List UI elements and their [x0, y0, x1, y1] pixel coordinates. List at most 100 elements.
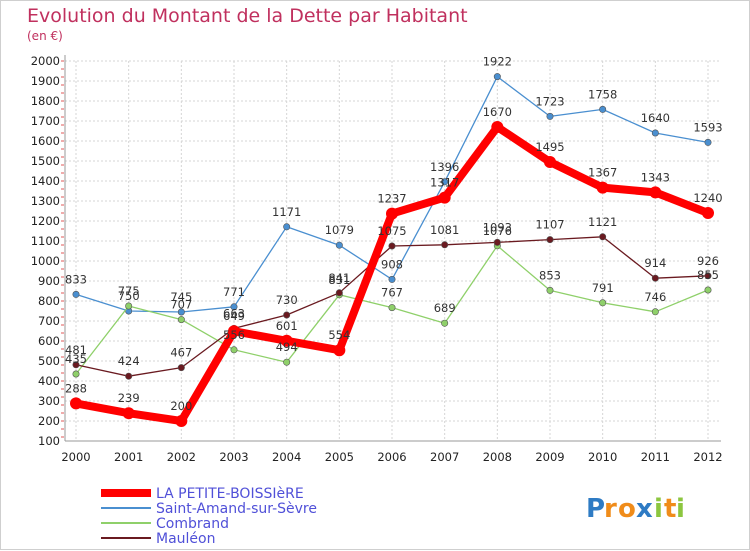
data-point — [388, 304, 396, 312]
data-point — [441, 178, 449, 186]
data-label: 855 — [697, 268, 719, 282]
data-label: 1075 — [377, 224, 406, 238]
logo-letter: i — [676, 494, 685, 524]
data-label: 200 — [170, 399, 192, 413]
data-label: 730 — [276, 293, 298, 307]
x-tick-label: 2005 — [325, 450, 354, 464]
y-tick-label: 800 — [38, 294, 60, 308]
data-label: 853 — [539, 268, 561, 282]
data-label: 239 — [118, 391, 140, 405]
y-tick-label: 1300 — [31, 194, 60, 208]
data-label: 481 — [65, 343, 87, 357]
data-point — [596, 181, 609, 194]
data-label: 435 — [65, 352, 87, 366]
y-tick-label: 200 — [38, 414, 60, 428]
data-point — [335, 241, 343, 249]
data-point — [441, 241, 449, 249]
data-point — [333, 344, 346, 357]
data-point — [335, 289, 343, 297]
data-point — [546, 112, 554, 120]
data-point — [228, 325, 240, 338]
data-label: 1317 — [430, 176, 459, 190]
y-tick-label: 1000 — [31, 254, 60, 268]
data-label: 926 — [697, 254, 719, 268]
data-point — [438, 191, 451, 204]
data-point — [704, 272, 712, 280]
data-label: 771 — [223, 285, 245, 299]
series-lines — [70, 73, 714, 427]
data-label: 1495 — [535, 140, 564, 154]
data-point — [125, 302, 133, 310]
data-point — [544, 156, 556, 168]
data-point — [651, 308, 659, 316]
logo-letter: P — [586, 494, 605, 524]
y-tick-label: 700 — [38, 314, 60, 328]
data-labels: 288 239 200 649 601 554 1237 1317 1670 1495 1367 13… — [65, 55, 723, 413]
data-label: 1343 — [641, 170, 670, 184]
data-point — [125, 372, 133, 380]
y-tick-label: 1200 — [31, 214, 60, 228]
data-point — [177, 316, 185, 324]
proxiti-logo: Pr o x i t i — [586, 494, 685, 524]
data-point — [491, 121, 504, 133]
data-label: 745 — [170, 290, 192, 304]
data-point — [177, 364, 185, 372]
data-point — [177, 308, 185, 316]
y-tick-label: 1600 — [31, 134, 60, 148]
y-tick-label: 1900 — [31, 74, 60, 88]
data-point — [599, 233, 607, 241]
data-point — [704, 286, 712, 294]
data-point — [280, 334, 293, 347]
data-point — [599, 299, 607, 307]
logo-letter: r — [604, 494, 617, 524]
data-label: 775 — [118, 284, 140, 298]
data-point — [230, 346, 238, 354]
data-label: 841 — [328, 271, 350, 285]
data-label: 1079 — [325, 223, 354, 237]
data-label: 689 — [434, 301, 456, 315]
data-label: 288 — [65, 381, 87, 395]
y-tick-label: 2000 — [31, 54, 60, 68]
data-label: 1171 — [272, 205, 301, 219]
x-tick-label: 2007 — [430, 450, 459, 464]
y-tick-label: 1400 — [31, 174, 60, 188]
data-point — [599, 105, 607, 113]
data-label: 1670 — [483, 105, 512, 119]
data-label: 424 — [118, 354, 140, 368]
data-label: 601 — [276, 319, 298, 333]
logo-letter: t — [664, 494, 676, 524]
data-point — [493, 238, 501, 246]
x-tick-label: 2012 — [693, 450, 722, 464]
y-tick-label: 600 — [38, 334, 60, 348]
data-label: 750 — [118, 289, 140, 303]
x-tick-label: 2010 — [588, 450, 617, 464]
data-label: 831 — [328, 273, 350, 287]
data-label: 1593 — [693, 120, 722, 134]
data-label: 1758 — [588, 87, 617, 101]
data-point — [72, 370, 80, 378]
data-label: 791 — [592, 281, 614, 295]
data-point — [283, 358, 291, 366]
data-label: 1076 — [483, 224, 512, 238]
data-label: 767 — [381, 286, 403, 300]
x-tick-label: 2000 — [61, 450, 90, 464]
logo-letter: o — [618, 494, 636, 524]
data-label: 833 — [65, 272, 87, 286]
y-tick-label: 300 — [38, 394, 60, 408]
data-point — [72, 361, 80, 369]
data-label: 914 — [644, 256, 666, 270]
data-label: 554 — [328, 328, 350, 342]
x-tick-label: 2004 — [272, 450, 301, 464]
data-point — [651, 129, 659, 137]
data-point — [441, 319, 449, 327]
data-label: 556 — [223, 328, 245, 342]
data-label: 746 — [644, 290, 666, 304]
y-tick-label: 1800 — [31, 94, 60, 108]
y-tick-label: 1500 — [31, 154, 60, 168]
data-point — [122, 407, 135, 420]
data-label: 467 — [170, 346, 192, 360]
legend-label: Combrand — [156, 516, 229, 532]
x-tick-label: 2002 — [167, 450, 196, 464]
y-tick-label: 1100 — [31, 234, 60, 248]
